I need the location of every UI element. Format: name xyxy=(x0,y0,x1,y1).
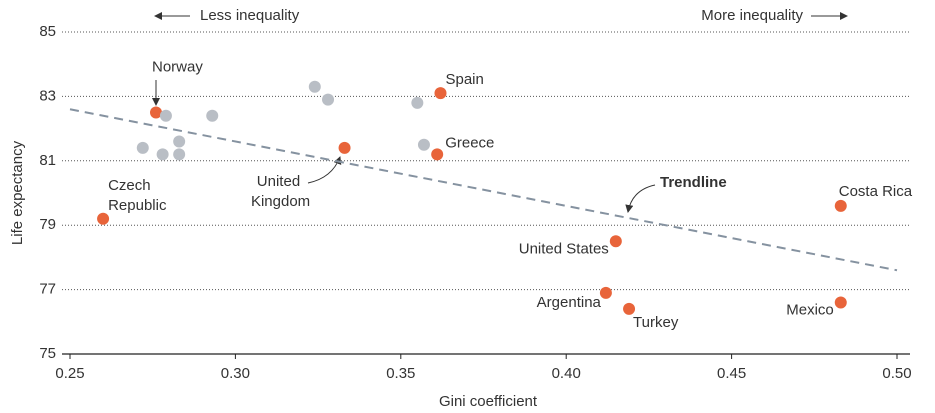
point xyxy=(431,148,444,161)
point-label: Argentina xyxy=(537,294,602,311)
point xyxy=(434,87,447,100)
point xyxy=(834,296,847,309)
annotation: Less inequality xyxy=(200,7,300,24)
point xyxy=(609,235,622,248)
point-label: Norway xyxy=(152,58,203,75)
x-tick-label: 0.30 xyxy=(221,365,250,382)
trendline-label: Trendline xyxy=(660,174,727,191)
annotation: More inequality xyxy=(701,7,803,24)
x-tick-label: 0.25 xyxy=(55,365,84,382)
point-label: United Kingdom xyxy=(251,173,310,210)
point xyxy=(156,148,169,161)
point xyxy=(308,80,321,93)
point-label: Turkey xyxy=(633,314,679,331)
y-tick-label: 83 xyxy=(39,87,56,104)
x-tick-label: 0.50 xyxy=(882,365,911,382)
point xyxy=(206,109,219,122)
point xyxy=(173,148,186,161)
x-tick-label: 0.45 xyxy=(717,365,746,382)
point-label: Greece xyxy=(445,134,494,151)
point xyxy=(834,199,847,212)
y-tick-label: 77 xyxy=(39,281,56,298)
point xyxy=(338,141,351,154)
trendline xyxy=(69,108,898,272)
point xyxy=(173,135,186,148)
point xyxy=(159,109,172,122)
point-label: Spain xyxy=(445,71,483,88)
point xyxy=(136,141,149,154)
point xyxy=(97,212,110,225)
point xyxy=(623,302,636,315)
y-tick-label: 75 xyxy=(39,345,56,362)
point-label: Czech Republic xyxy=(108,177,167,214)
y-tick-label: 85 xyxy=(39,23,56,40)
y-tick-label: 81 xyxy=(39,152,56,169)
point xyxy=(411,96,424,109)
point xyxy=(417,138,430,151)
point-label: Costa Rica xyxy=(839,183,913,200)
y-tick-label: 79 xyxy=(39,216,56,233)
point-label: United States xyxy=(519,240,609,257)
x-axis-label: Gini coefficient xyxy=(439,393,538,410)
point xyxy=(150,106,163,119)
x-tick-label: 0.40 xyxy=(552,365,581,382)
point xyxy=(322,93,335,106)
point xyxy=(599,286,612,299)
y-axis-label: Life expectancy xyxy=(9,140,26,245)
arrow xyxy=(625,184,656,213)
x-tick-label: 0.35 xyxy=(386,365,415,382)
point-label: Mexico xyxy=(786,301,834,318)
